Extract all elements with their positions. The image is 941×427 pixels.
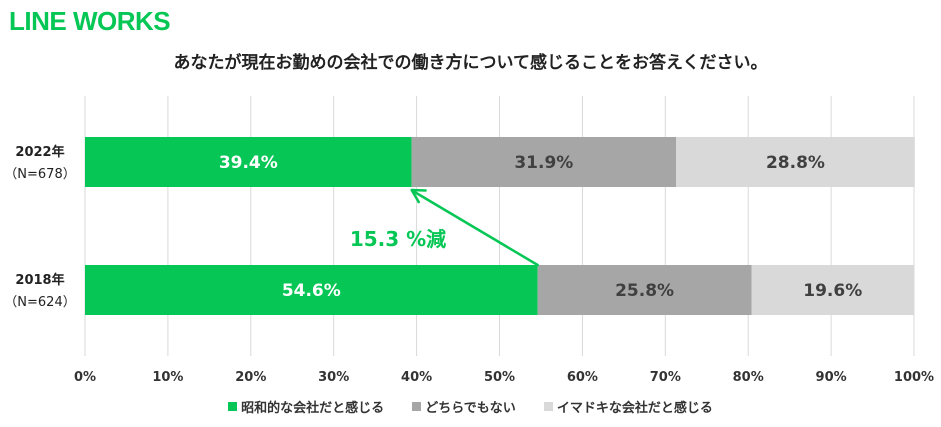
x-tick-label: 100%: [894, 370, 934, 385]
x-tick-label: 60%: [567, 370, 598, 385]
legend-item: どちらでもない: [412, 397, 516, 416]
x-tick-label: 90%: [816, 370, 847, 385]
data-label: 19.6%: [803, 281, 862, 301]
legend-swatch: [228, 402, 238, 411]
annotation-arrow-line: [413, 190, 539, 267]
x-tick-label: 50%: [484, 370, 515, 385]
data-label: 31.9%: [514, 153, 573, 173]
annotation-label: 15.3 %減: [350, 227, 446, 251]
bar-segment: [537, 265, 752, 315]
legend-item: 昭和的な会社だと感じる: [228, 397, 384, 416]
x-tick-label: 80%: [733, 370, 764, 385]
x-tick-label: 30%: [318, 370, 349, 385]
legend-label: 昭和的な会社だと感じる: [241, 401, 385, 416]
category-label-year: 2018年: [15, 272, 64, 288]
category-label-n: （N=678）: [4, 167, 75, 182]
data-label: 54.6%: [282, 281, 341, 301]
bar-segment: [411, 137, 677, 187]
legend-label: イマドキな会社だと感じる: [556, 401, 713, 416]
data-label: 39.4%: [219, 153, 278, 173]
data-label: 28.8%: [766, 153, 825, 173]
x-tick-label: 0%: [74, 370, 96, 385]
legend-label: どちらでもない: [425, 401, 516, 416]
bar-segment: [751, 265, 914, 315]
x-tick-label: 10%: [152, 370, 183, 385]
x-tick-label: 20%: [235, 370, 266, 385]
line-works-logo: LINE WORKS: [9, 6, 171, 36]
x-tick-label: 70%: [650, 370, 681, 385]
legend-swatch: [543, 402, 553, 411]
annotation-arrow-head: [410, 188, 427, 204]
legend-swatch: [412, 402, 422, 411]
chart-title: あなたが現在お勤めの会社での働き方について感じることをお答えください。: [173, 53, 768, 73]
legend-item: イマドキな会社だと感じる: [543, 397, 713, 416]
data-label: 25.8%: [615, 281, 674, 301]
category-label-n: （N=624）: [4, 295, 75, 310]
bar-segment: [676, 137, 915, 187]
x-tick-label: 40%: [401, 370, 432, 385]
bar-segment: [85, 265, 538, 315]
category-label-year: 2022年: [15, 144, 64, 160]
chart-legend: 昭和的な会社だと感じる どちらでもない イマドキな会社だと感じる: [0, 397, 941, 416]
bar-segment: [85, 137, 412, 187]
